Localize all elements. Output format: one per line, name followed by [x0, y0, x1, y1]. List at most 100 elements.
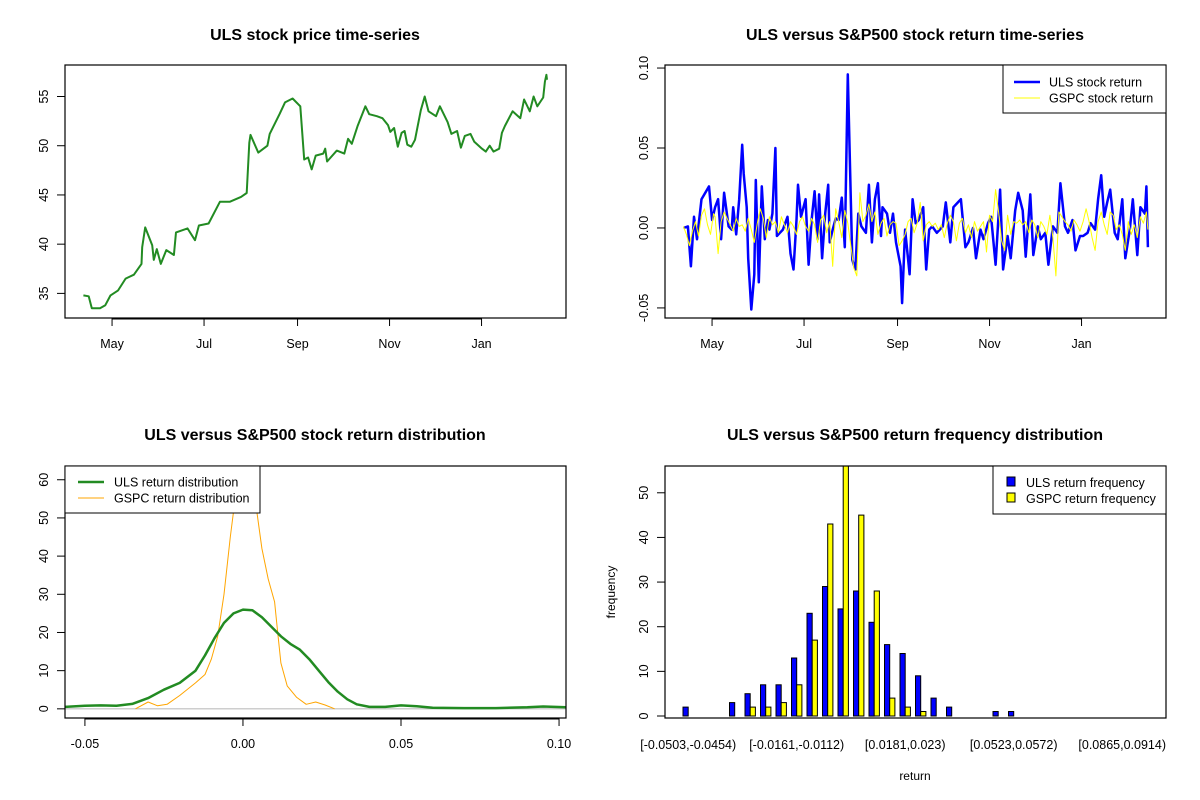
returns-x-tick-label: Jan — [1071, 337, 1091, 351]
price-x-axis: May Jul Sep Nov Jan — [100, 318, 492, 351]
histogram-x-tick-label: [0.0865,0.0914) — [1078, 738, 1166, 752]
gspc-frequency-bar — [796, 684, 803, 717]
price-y-tick-label: 40 — [37, 237, 51, 251]
price-y-tick-label: 50 — [37, 139, 51, 153]
uls-frequency-bar — [837, 608, 844, 717]
histogram-y-tick-label: 50 — [637, 486, 651, 500]
price-x-tick-label: Sep — [286, 337, 308, 351]
returns-legend: ULS stock return GSPC stock return — [1002, 64, 1167, 114]
uls-frequency-bar — [682, 706, 689, 717]
density-legend: ULS return distribution GSPC return dist… — [64, 465, 261, 514]
density-legend-uls-label: ULS return distribution — [114, 476, 238, 490]
gspc-frequency-bar — [920, 711, 927, 717]
density-x-tick-label: 0.05 — [389, 737, 413, 751]
uls-frequency-bar — [915, 675, 922, 717]
histogram-legend: ULS return frequency GSPC return frequen… — [992, 465, 1167, 515]
histogram-legend-gspc-swatch — [1006, 492, 1016, 503]
histogram-x-axis: [-0.0503,-0.0454) [-0.0161,-0.0112) [0.018… — [640, 738, 1166, 752]
density-chart-title: ULS versus S&P500 stock return distribut… — [144, 427, 485, 444]
uls-frequency-bar — [930, 697, 937, 717]
returns-legend-gspc-label: GSPC stock return — [1049, 92, 1153, 106]
histogram-y-tick-label: 0 — [637, 712, 651, 719]
histogram-legend-uls-label: ULS return frequency — [1026, 476, 1146, 490]
uls-return-line — [682, 73, 1150, 311]
gspc-frequency-bar — [858, 514, 865, 717]
density-y-tick-label: 50 — [37, 511, 51, 525]
uls-frequency-bar — [853, 590, 860, 717]
gspc-return-line — [682, 189, 1149, 277]
returns-y-tick-label: 0.10 — [637, 56, 651, 80]
gspc-frequency-bar — [827, 523, 834, 717]
histogram-y-tick-label: 10 — [637, 664, 651, 678]
returns-y-tick-label: 0.00 — [637, 216, 651, 240]
density-x-tick-label: 0.10 — [547, 737, 571, 751]
uls-density-line — [65, 608, 566, 710]
returns-x-tick-label: Jul — [796, 337, 812, 351]
density-x-tick-label: -0.05 — [71, 737, 100, 751]
uls-frequency-bar — [806, 612, 813, 717]
density-legend-box — [64, 465, 261, 514]
uls-frequency-bar — [884, 644, 891, 717]
density-marks — [65, 466, 566, 710]
histogram-x-tick-label: [0.0181,0.023) — [865, 738, 946, 752]
uls-frequency-bar — [791, 657, 798, 717]
density-chart: ULS versus S&P500 stock return distribut… — [37, 427, 571, 751]
density-y-tick-label: 60 — [37, 473, 51, 487]
density-y-tick-label: 20 — [37, 625, 51, 639]
gspc-frequency-bar — [889, 697, 896, 717]
uls-frequency-bar — [868, 621, 875, 717]
returns-y-tick-label: -0.05 — [637, 294, 651, 323]
price-y-axis: 35 40 45 50 55 — [37, 90, 66, 300]
histogram-legend-uls-swatch — [1006, 476, 1016, 487]
histogram-x-tick-label: [-0.0161,-0.0112) — [749, 738, 844, 752]
density-x-axis: -0.05 0.00 0.05 0.10 — [71, 718, 571, 751]
returns-chart-title: ULS versus S&P500 stock return time-seri… — [746, 27, 1084, 44]
returns-y-axis: -0.05 0.00 0.05 0.10 — [637, 56, 666, 323]
histogram-x-tick-label: [-0.0503,-0.0454) — [640, 738, 736, 752]
histogram-y-tick-label: 30 — [637, 575, 651, 589]
uls-frequency-bar — [992, 711, 999, 717]
uls-frequency-bar — [775, 684, 782, 717]
density-y-tick-label: 0 — [37, 705, 51, 712]
histogram-y-tick-label: 40 — [637, 530, 651, 544]
gspc-frequency-bar — [811, 639, 818, 717]
histogram-legend-gspc-label: GSPC return frequency — [1026, 492, 1157, 506]
price-y-tick-label: 35 — [37, 286, 51, 300]
uls-frequency-bar — [946, 706, 953, 717]
density-y-tick-label: 10 — [37, 664, 51, 678]
returns-chart: ULS versus S&P500 stock return time-seri… — [637, 27, 1167, 351]
returns-x-axis: May Jul Sep Nov Jan — [700, 318, 1092, 351]
uls-frequency-bar — [899, 653, 906, 717]
histogram-legend-box — [992, 465, 1167, 515]
gspc-frequency-bar — [749, 706, 756, 717]
gspc-frequency-bar — [873, 590, 880, 717]
price-x-tick-label: Jul — [196, 337, 212, 351]
histogram-marks — [682, 466, 1015, 717]
gspc-frequency-bar — [765, 706, 772, 717]
uls-frequency-bar — [760, 684, 767, 717]
gspc-frequency-bar — [842, 466, 849, 717]
histogram-chart-title: ULS versus S&P500 return frequency distr… — [727, 427, 1103, 444]
returns-y-tick-label: 0.05 — [637, 136, 651, 160]
histogram-y-tick-label: 20 — [637, 620, 651, 634]
price-marks — [83, 73, 548, 310]
density-y-tick-label: 30 — [37, 587, 51, 601]
gspc-frequency-bar — [780, 702, 787, 717]
histogram-chart: ULS versus S&P500 return frequency distr… — [604, 427, 1167, 783]
price-x-tick-label: May — [100, 337, 124, 351]
density-y-tick-label: 40 — [37, 549, 51, 563]
returns-legend-uls-label: ULS stock return — [1049, 76, 1142, 90]
uls-frequency-bar — [1008, 711, 1015, 717]
density-y-axis: 0 10 20 30 40 50 60 — [37, 473, 66, 712]
gspc-frequency-bar — [904, 706, 911, 717]
price-y-tick-label: 45 — [37, 188, 51, 202]
returns-legend-box — [1002, 64, 1167, 114]
price-chart-title: ULS stock price time-series — [210, 27, 420, 44]
uls-frequency-bar — [822, 586, 829, 717]
price-x-tick-label: Jan — [471, 337, 491, 351]
histogram-y-axis: 0 10 20 30 40 50 — [637, 486, 666, 719]
histogram-x-tick-label: [0.0523,0.0572) — [970, 738, 1058, 752]
returns-x-tick-label: Sep — [886, 337, 908, 351]
